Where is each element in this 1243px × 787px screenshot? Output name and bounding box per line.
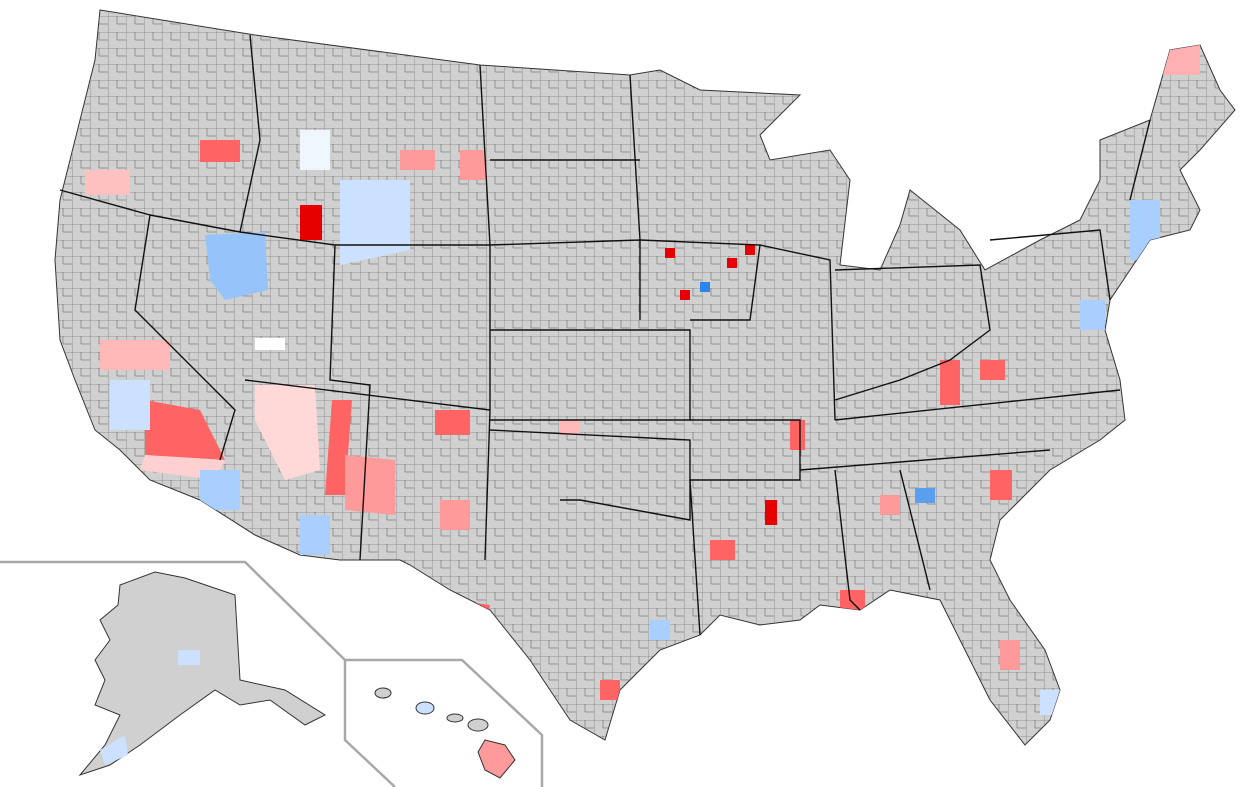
county [85,170,130,195]
county [345,455,395,515]
county [700,282,710,292]
county [100,340,170,370]
county [400,150,435,170]
island [374,687,392,699]
county [255,385,320,480]
state-border [834,389,1121,421]
county [440,500,470,530]
state-border [149,34,261,233]
county [300,515,330,555]
state-border [490,329,691,421]
county [205,232,268,300]
hawaii [374,687,516,779]
county [680,290,690,300]
state-border [489,429,691,521]
county [200,140,240,162]
county [840,590,865,610]
island [446,713,464,723]
county [915,488,935,503]
county [727,258,737,268]
county [255,338,285,350]
county [665,248,675,258]
county [790,420,805,450]
county [145,400,225,460]
county [300,130,330,170]
alaska [78,571,327,777]
county [880,495,900,515]
county [200,470,240,510]
county [600,680,620,700]
island [477,739,516,779]
county [1000,640,1020,670]
county [765,500,777,525]
state-borders [59,34,1151,636]
state-border [989,229,1111,301]
county [460,150,485,180]
state-border [1129,119,1151,201]
state-border [834,264,991,401]
county [710,540,735,560]
county [110,380,150,430]
state-border [629,74,641,241]
state-border [639,239,761,321]
state-border [239,231,371,561]
county [560,420,580,435]
state-border [689,419,801,636]
state-border [834,469,861,611]
inset-border [345,658,544,787]
county [980,360,1005,380]
county [435,410,470,435]
county [990,470,1012,500]
island [467,718,489,732]
county [340,180,410,265]
county [1040,690,1060,715]
county [1080,300,1105,330]
county [940,360,960,405]
county [745,245,755,255]
county [300,205,322,240]
state-border [899,469,931,591]
county [178,650,200,665]
state-border [59,189,236,461]
state-border [759,244,836,421]
county [650,620,670,640]
state-border [799,449,1051,471]
island [415,701,435,715]
state-border [479,64,641,320]
county [100,735,128,765]
county [1160,45,1200,75]
county [1130,200,1160,260]
insets [0,560,544,787]
